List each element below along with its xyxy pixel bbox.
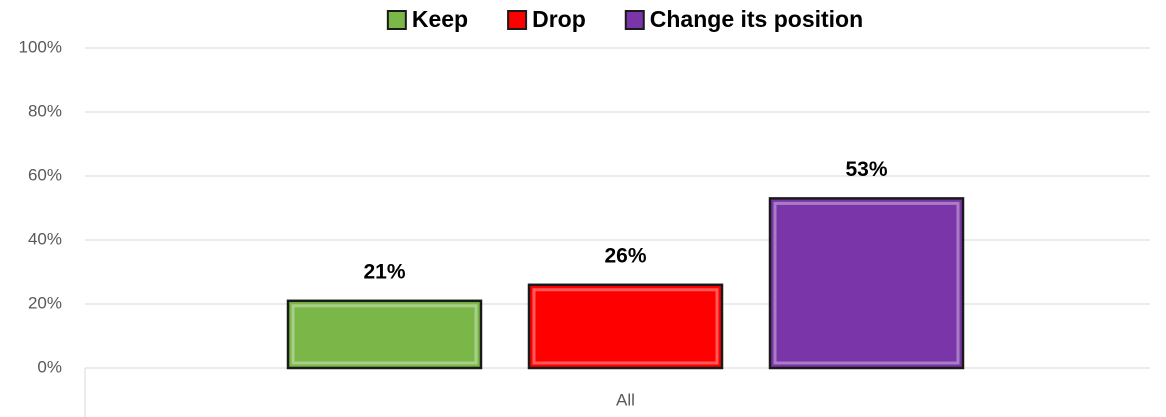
value-label: 21%	[363, 260, 405, 283]
legend-text: Change its position	[650, 6, 863, 32]
legend-text: Keep	[412, 6, 468, 32]
value-label: 26%	[604, 244, 646, 267]
y-tick-label: 20%	[28, 293, 62, 312]
legend-swatch	[386, 10, 407, 30]
y-tick-label: 80%	[28, 101, 62, 120]
value-label: 53%	[845, 158, 887, 181]
bar-bevel	[773, 201, 960, 365]
x-tick-label: All	[616, 390, 635, 409]
bar	[527, 283, 724, 370]
legend-swatch	[507, 10, 528, 30]
bar-bevel	[532, 288, 719, 365]
y-tick-label: 40%	[28, 229, 62, 248]
y-tick-label: 60%	[28, 165, 62, 184]
legend-text: Drop	[532, 6, 586, 32]
bar-bevel	[291, 304, 478, 365]
bar	[768, 197, 965, 370]
legend-swatch	[624, 10, 645, 30]
y-tick-label: 100%	[19, 37, 62, 56]
y-tick-label: 0%	[37, 357, 62, 376]
bar	[286, 299, 483, 370]
